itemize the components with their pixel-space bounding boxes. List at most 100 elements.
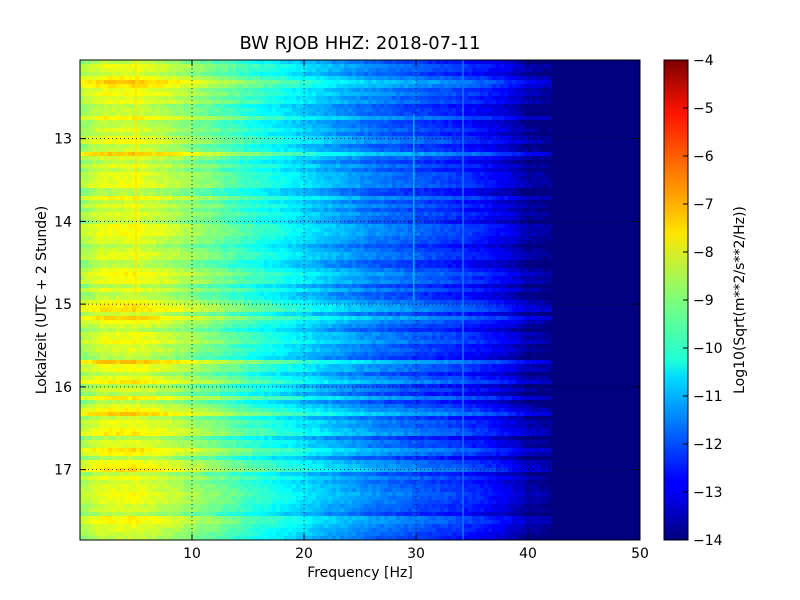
- heatmap-cell: [328, 128, 333, 133]
- heatmap-cell: [388, 140, 393, 145]
- heatmap-cell: [440, 108, 445, 113]
- heatmap-cell: [220, 72, 225, 77]
- heatmap-cell: [540, 156, 545, 161]
- heatmap-cell: [424, 136, 429, 141]
- heatmap-cell: [148, 140, 153, 145]
- heatmap-cell: [624, 112, 629, 117]
- heatmap-cell: [496, 60, 501, 65]
- heatmap-cell: [436, 112, 441, 117]
- heatmap-cell: [240, 196, 245, 201]
- heatmap-cell: [168, 188, 173, 193]
- heatmap-cell: [96, 112, 101, 117]
- heatmap-cell: [576, 184, 581, 189]
- heatmap-cell: [512, 196, 517, 201]
- heatmap-cell: [184, 72, 189, 77]
- heatmap-cell: [404, 160, 409, 165]
- heatmap-cell: [368, 60, 373, 65]
- heatmap-cell: [376, 148, 381, 153]
- heatmap-cell: [312, 168, 317, 173]
- heatmap-cell: [248, 160, 253, 165]
- heatmap-cell: [548, 104, 553, 109]
- heatmap-cell: [372, 168, 377, 173]
- heatmap-cell: [344, 120, 349, 125]
- heatmap-cell: [116, 180, 121, 185]
- heatmap-cell: [420, 148, 425, 153]
- heatmap-cell: [332, 172, 337, 177]
- heatmap-cell: [588, 128, 593, 133]
- heatmap-cell: [304, 124, 309, 129]
- heatmap-cell: [528, 68, 533, 73]
- heatmap-cell: [300, 196, 305, 201]
- heatmap-cell: [544, 148, 549, 153]
- heatmap-cell: [488, 120, 493, 125]
- heatmap-cell: [344, 188, 349, 193]
- heatmap-cell: [324, 124, 329, 129]
- heatmap-cell: [248, 112, 253, 117]
- heatmap-cell: [304, 180, 309, 185]
- heatmap-cell: [524, 180, 529, 185]
- heatmap-cell: [320, 180, 325, 185]
- heatmap-cell: [484, 148, 489, 153]
- heatmap-cell: [500, 148, 505, 153]
- heatmap-cell: [120, 80, 125, 85]
- heatmap-cell: [100, 200, 105, 205]
- heatmap-cell: [500, 112, 505, 117]
- heatmap-cell: [164, 184, 169, 189]
- heatmap-cell: [492, 160, 497, 165]
- heatmap-cell: [264, 104, 269, 109]
- heatmap-cell: [464, 196, 469, 201]
- heatmap-cell: [340, 192, 345, 197]
- heatmap-cell: [200, 164, 205, 169]
- heatmap-cell: [444, 168, 449, 173]
- heatmap-cell: [116, 88, 121, 93]
- heatmap-cell: [336, 124, 341, 129]
- heatmap-cell: [440, 120, 445, 125]
- heatmap-cell: [116, 124, 121, 129]
- heatmap-cell: [188, 140, 193, 145]
- heatmap-cell: [244, 180, 249, 185]
- heatmap-cell: [212, 120, 217, 125]
- heatmap-cell: [388, 196, 393, 201]
- heatmap-cell: [332, 192, 337, 197]
- heatmap-cell: [396, 84, 401, 89]
- heatmap-cell: [112, 84, 117, 89]
- heatmap-cell: [448, 168, 453, 173]
- heatmap-cell: [128, 76, 133, 81]
- heatmap-cell: [568, 116, 573, 121]
- heatmap-cell: [192, 196, 197, 201]
- heatmap-cell: [376, 180, 381, 185]
- heatmap-cell: [548, 144, 553, 149]
- heatmap-cell: [476, 100, 481, 105]
- heatmap-cell: [356, 192, 361, 197]
- heatmap-cell: [480, 76, 485, 81]
- heatmap-cell: [412, 92, 417, 97]
- heatmap-cell: [608, 160, 613, 165]
- heatmap-cell: [624, 92, 629, 97]
- heatmap-cell: [80, 172, 85, 177]
- heatmap-cell: [176, 68, 181, 73]
- heatmap-cell: [488, 72, 493, 77]
- heatmap-cell: [408, 128, 413, 133]
- heatmap-cell: [464, 92, 469, 97]
- heatmap-cell: [280, 92, 285, 97]
- heatmap-cell: [172, 112, 177, 117]
- heatmap-cell: [292, 192, 297, 197]
- heatmap-cell: [92, 60, 97, 65]
- heatmap-cell: [108, 176, 113, 181]
- heatmap-cell: [136, 64, 141, 69]
- heatmap-cell: [344, 124, 349, 129]
- heatmap-cell: [348, 112, 353, 117]
- heatmap-cell: [100, 88, 105, 93]
- heatmap-cell: [416, 104, 421, 109]
- heatmap-cell: [88, 128, 93, 133]
- heatmap-cell: [268, 132, 273, 137]
- heatmap-cell: [388, 92, 393, 97]
- heatmap-cell: [236, 124, 241, 129]
- heatmap-cell: [296, 200, 301, 205]
- heatmap-cell: [520, 196, 525, 201]
- heatmap-cell: [184, 64, 189, 69]
- heatmap-cell: [312, 92, 317, 97]
- heatmap-cell: [544, 68, 549, 73]
- heatmap-cell: [420, 188, 425, 193]
- heatmap-cell: [128, 120, 133, 125]
